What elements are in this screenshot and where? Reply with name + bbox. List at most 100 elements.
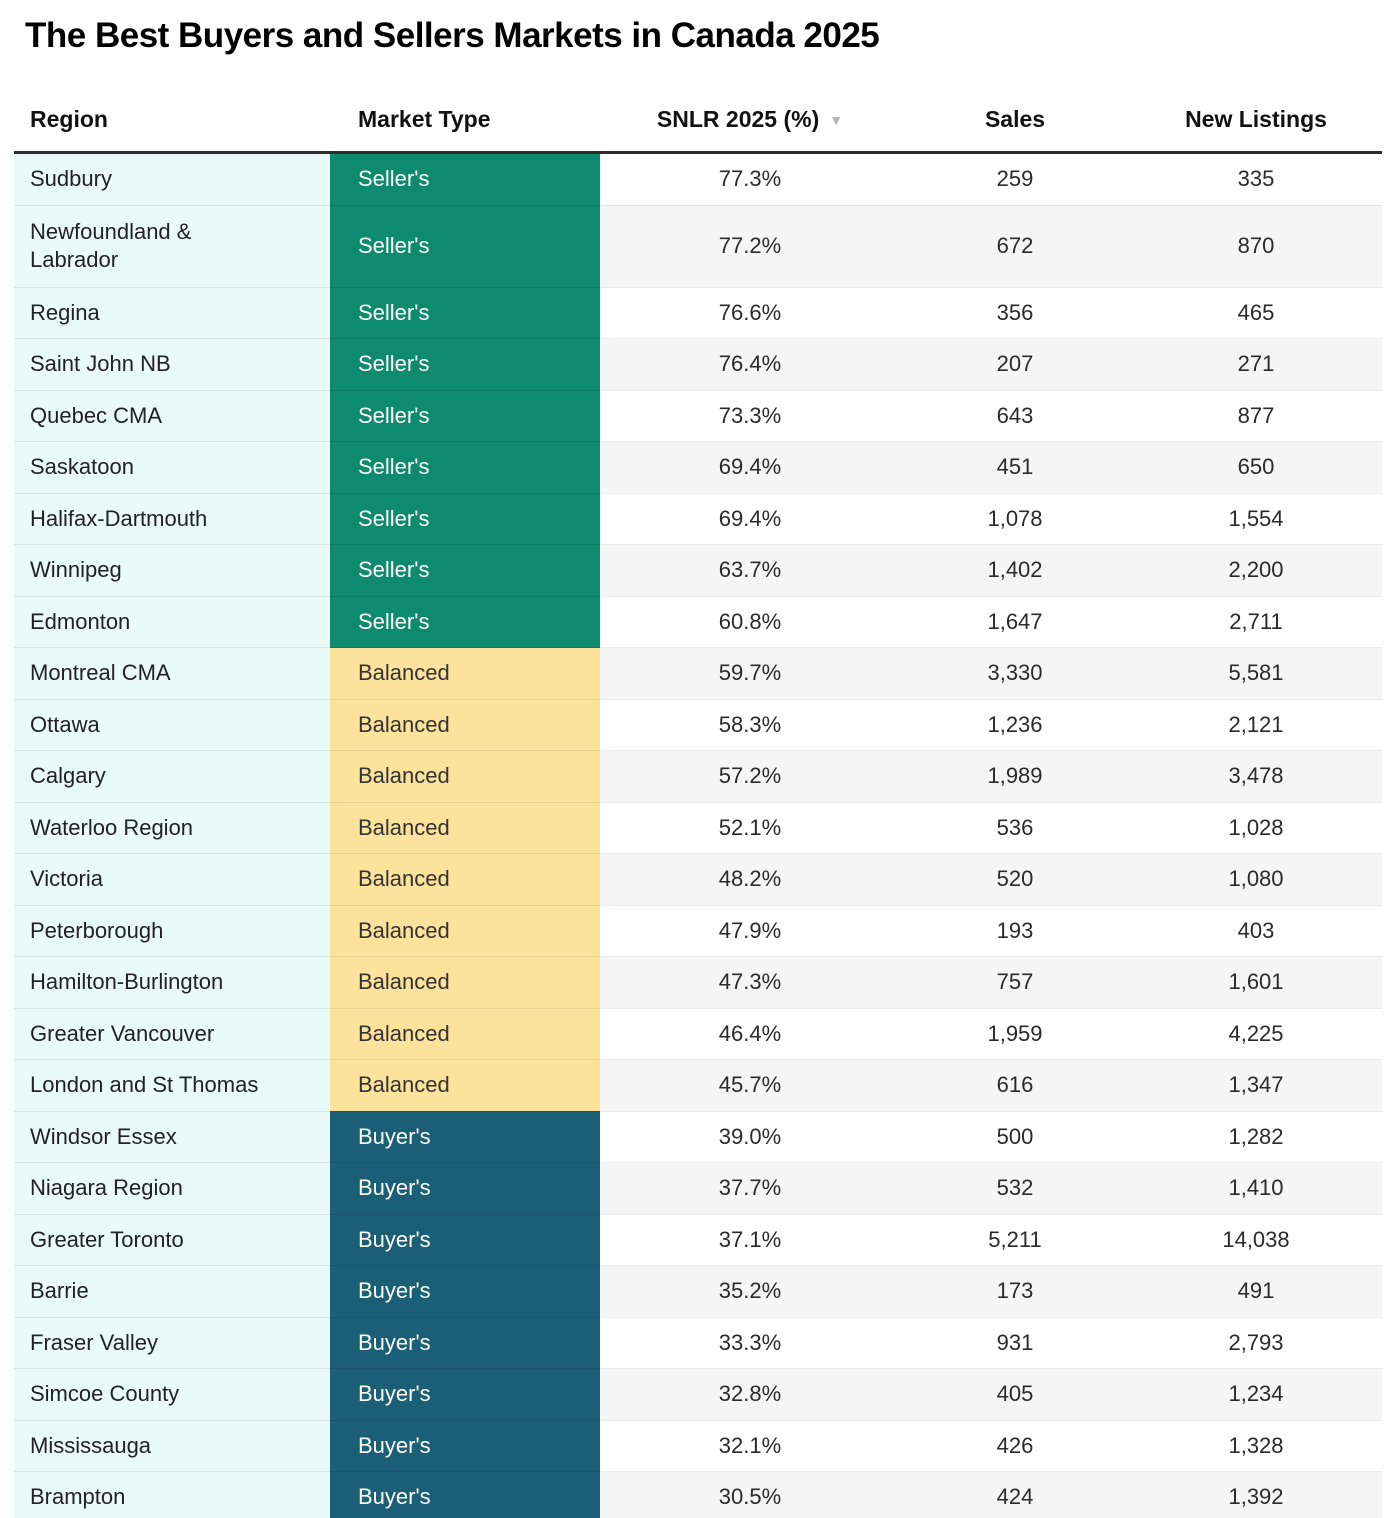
new-listings-cell: 1,080 [1130, 853, 1382, 905]
region-cell: Hamilton-Burlington [14, 956, 330, 1008]
table-row: Peterborough Balanced 47.9% 193 403 [14, 904, 1382, 957]
market-type-cell: Balanced [330, 750, 600, 802]
table-row: Simcoe County Buyer's 32.8% 405 1,234 [14, 1368, 1382, 1420]
snlr-cell: 63.7% [600, 544, 900, 596]
market-type-cell: Seller's [330, 152, 600, 205]
table-row: Mississauga Buyer's 32.1% 426 1,328 [14, 1419, 1382, 1472]
table-row: Sudbury Seller's 77.3% 259 335 [14, 152, 1382, 205]
snlr-cell: 60.8% [600, 595, 900, 648]
market-type-cell: Balanced [330, 956, 600, 1008]
snlr-cell: 48.2% [600, 853, 900, 905]
table-row: Saint John NB Seller's 76.4% 207 271 [14, 338, 1382, 390]
table-row: Ottawa Balanced 58.3% 1,236 2,121 [14, 698, 1382, 751]
region-cell: Regina [14, 286, 330, 339]
table-row: Montreal CMA Balanced 59.7% 3,330 5,581 [14, 647, 1382, 699]
table-row: Greater Vancouver Balanced 46.4% 1,959 4,225 [14, 1007, 1382, 1060]
sales-cell: 616 [900, 1059, 1130, 1111]
region-cell: Mississauga [14, 1419, 330, 1472]
table-row: Brampton Buyer's 30.5% 424 1,392 [14, 1471, 1382, 1518]
market-type-cell: Seller's [330, 492, 600, 545]
region-cell: Simcoe County [14, 1368, 330, 1420]
table-row: Saskatoon Seller's 69.4% 451 650 [14, 441, 1382, 493]
region-cell: Victoria [14, 853, 330, 905]
sales-cell: 536 [900, 801, 1130, 854]
new-listings-cell: 650 [1130, 441, 1382, 493]
market-type-cell: Seller's [330, 544, 600, 596]
new-listings-cell: 1,347 [1130, 1059, 1382, 1111]
snlr-cell: 32.1% [600, 1419, 900, 1472]
snlr-cell: 58.3% [600, 698, 900, 751]
region-cell: Barrie [14, 1265, 330, 1317]
market-type-cell: Buyer's [330, 1110, 600, 1163]
snlr-cell: 45.7% [600, 1059, 900, 1111]
market-type-cell: Balanced [330, 647, 600, 699]
sales-cell: 757 [900, 956, 1130, 1008]
market-type-cell: Buyer's [330, 1316, 600, 1369]
sales-cell: 356 [900, 286, 1130, 339]
sales-cell: 193 [900, 904, 1130, 957]
sales-cell: 643 [900, 389, 1130, 442]
new-listings-cell: 1,328 [1130, 1419, 1382, 1472]
snlr-cell: 37.1% [600, 1213, 900, 1266]
market-type-cell: Buyer's [330, 1368, 600, 1420]
sales-cell: 424 [900, 1471, 1130, 1518]
new-listings-cell: 870 [1130, 204, 1382, 287]
table-header: Region Market Type SNLR 2025 (%) ▼ Sales New … [14, 96, 1382, 154]
column-header-new-listings[interactable]: New Listings [1130, 96, 1382, 154]
new-listings-cell: 4,225 [1130, 1007, 1382, 1060]
snlr-cell: 59.7% [600, 647, 900, 699]
sales-cell: 3,330 [900, 647, 1130, 699]
market-type-cell: Balanced [330, 1007, 600, 1060]
snlr-cell: 77.3% [600, 152, 900, 205]
new-listings-cell: 2,200 [1130, 544, 1382, 596]
snlr-cell: 76.4% [600, 338, 900, 390]
table-body: Sudbury Seller's 77.3% 259 335 Newfoundland &… [14, 152, 1382, 1518]
column-header-sales[interactable]: Sales [900, 96, 1130, 154]
table-row: Edmonton Seller's 60.8% 1,647 2,711 [14, 595, 1382, 648]
new-listings-cell: 877 [1130, 389, 1382, 442]
new-listings-cell: 1,410 [1130, 1162, 1382, 1214]
column-header-region[interactable]: Region [14, 96, 330, 154]
table-row: Winnipeg Seller's 63.7% 1,402 2,200 [14, 544, 1382, 596]
snlr-cell: 39.0% [600, 1110, 900, 1163]
region-cell: Brampton [14, 1471, 330, 1518]
column-header-market-type[interactable]: Market Type [330, 96, 600, 154]
snlr-cell: 35.2% [600, 1265, 900, 1317]
market-type-cell: Buyer's [330, 1265, 600, 1317]
market-type-cell: Seller's [330, 338, 600, 390]
market-type-cell: Buyer's [330, 1213, 600, 1266]
table-row: Waterloo Region Balanced 52.1% 536 1,028 [14, 801, 1382, 854]
region-cell: Edmonton [14, 595, 330, 648]
region-cell: Greater Toronto [14, 1213, 330, 1266]
new-listings-cell: 1,028 [1130, 801, 1382, 854]
new-listings-cell: 1,554 [1130, 492, 1382, 545]
new-listings-cell: 14,038 [1130, 1213, 1382, 1266]
column-header-snlr-2025[interactable]: SNLR 2025 (%) ▼ [600, 96, 900, 154]
market-type-cell: Seller's [330, 286, 600, 339]
market-type-cell: Seller's [330, 441, 600, 493]
snlr-cell: 32.8% [600, 1368, 900, 1420]
table-row: Victoria Balanced 48.2% 520 1,080 [14, 853, 1382, 905]
sales-cell: 532 [900, 1162, 1130, 1214]
sales-cell: 931 [900, 1316, 1130, 1369]
table-row: Hamilton-Burlington Balanced 47.3% 757 1,601 [14, 956, 1382, 1008]
market-type-cell: Balanced [330, 1059, 600, 1111]
region-cell: Sudbury [14, 152, 330, 205]
new-listings-cell: 1,234 [1130, 1368, 1382, 1420]
region-cell: Calgary [14, 750, 330, 802]
table-row: Newfoundland & Labrador Seller's 77.2% 672 8… [14, 204, 1382, 287]
snlr-cell: 33.3% [600, 1316, 900, 1369]
sales-cell: 426 [900, 1419, 1130, 1472]
region-cell: Saskatoon [14, 441, 330, 493]
sales-cell: 405 [900, 1368, 1130, 1420]
market-type-cell: Buyer's [330, 1419, 600, 1472]
region-cell: Fraser Valley [14, 1316, 330, 1369]
header-row: Region Market Type SNLR 2025 (%) ▼ Sales New … [14, 96, 1382, 154]
market-type-cell: Balanced [330, 904, 600, 957]
new-listings-cell: 491 [1130, 1265, 1382, 1317]
market-type-cell: Seller's [330, 389, 600, 442]
sort-descending-icon[interactable]: ▼ [829, 112, 844, 128]
table-row: London and St Thomas Balanced 45.7% 616 1,34… [14, 1059, 1382, 1111]
sales-cell: 1,647 [900, 595, 1130, 648]
